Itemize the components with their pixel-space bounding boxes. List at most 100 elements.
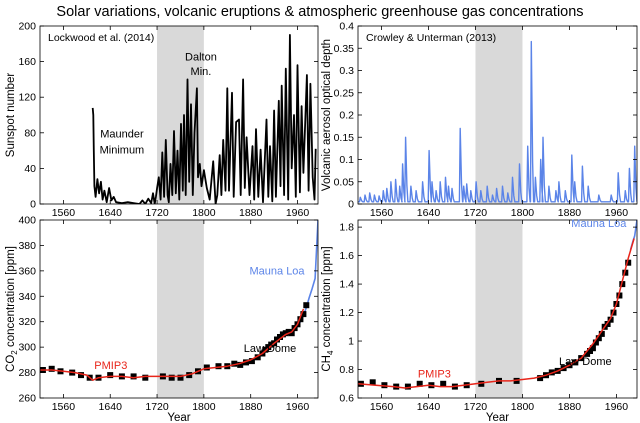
co2-ylabel-sub: 2 [10,350,19,355]
co2-law-dome-marker [130,373,137,380]
ch4-law-dome-marker [604,321,611,327]
sunspots-note: Min. [191,66,212,78]
co2-panel: 1560 1640 1720 1800 1880 1960 260 280 300 320 340 3… [5,215,319,423]
ch4-law-dome-marker [622,269,629,276]
sunspots-ylabel: Sunspot number [5,73,17,158]
co2-ytick-label: 340 [18,291,36,303]
ch4-law-dome-marker [369,379,376,386]
aerosols-ytick-label: 0.2 [339,110,354,122]
co2-law-dome-marker [231,360,238,367]
ch4-xtick-label: 1800 [511,401,535,413]
ch4-ytick-label: 1.8 [339,222,354,234]
co2-series-label: Mauna Loa [250,266,306,278]
co2-xtick-label: 1560 [52,401,76,413]
co2-law-dome-marker [48,365,55,372]
ch4-ylabel-rest: concentration [ppm] [321,246,333,350]
co2-ytick-label: 360 [18,265,36,277]
sunspots-xtick-label: 1560 [52,207,76,219]
ch4-law-dome-marker [440,380,447,387]
aerosols-ytick-label: 0.3 [339,65,354,77]
co2-xtick-label: 1720 [145,401,169,413]
ch4-law-dome-marker [416,380,423,387]
ch4-law-dome-marker [616,292,623,299]
ch4-series-label: PMIP3 [418,368,451,380]
sunspots-note: Maunder [100,128,144,140]
ch4-ytick-label: 0.6 [339,393,354,405]
co2-law-dome-marker [215,363,222,370]
co2-axes-frame [39,219,319,399]
co2-ylabel-rest: concentration [ppm] [5,246,17,350]
ch4-ytick-label: 1.4 [339,279,354,291]
co2-plot-area [40,220,318,381]
ch4-ytick-label: 1 [348,336,354,348]
co2-ylabel-main: CO [5,355,17,372]
co2-law-dome-marker [107,372,114,379]
ch4-ylabel-main: CH [321,355,333,372]
co2-ylabel: CO2 concentration [ppm] [5,246,19,372]
ch4-xtick-label: 1880 [558,401,582,413]
co2-law-dome-marker [78,372,84,379]
aerosols-xtick-label: 1800 [511,207,535,219]
aerosols-xtick-label: 1880 [558,207,582,219]
co2-series-label: Law Dome [244,343,297,355]
aerosols-ytick-label: 0.15 [334,132,355,144]
aerosols-plot-area [358,40,637,203]
sunspots-note: Dalton [185,52,217,64]
aerosols-xtick-label: 1720 [464,207,488,219]
co2-xtick-label: 1960 [286,401,310,413]
co2-law-dome-marker [168,374,175,381]
ch4-law-dome-marker [595,335,602,342]
sunspots-note: Minimum [100,144,145,156]
sunspots-axes-frame [39,25,319,205]
panels: 1560 1640 1720 1800 1880 196004080120160200Su… [5,21,638,423]
co2-law-dome-marker [177,374,184,381]
ch4-ytick-label: 1.2 [339,307,354,319]
sunspots-xtick-label: 1800 [192,207,216,219]
aerosols-panel: 1560 1640 1720 1800 1880 1960 0 0.05 0.1 0.15 0.2 0… [321,21,638,219]
co2-xtick-label: 1640 [99,401,123,413]
co2-xtick-label: 1880 [239,401,263,413]
aerosols-shaded-period [475,26,523,204]
ch4-law-dome-marker [625,259,632,266]
ch4-panel: 1560 1640 1720 1800 1880 1960 0.6 0.8 1 1.2 1.4 1.6… [321,218,638,423]
ch4-ytick-label: 1.6 [339,250,354,262]
ch4-xtick-label: 1560 [370,401,394,413]
sunspot-line [91,34,317,204]
co2-law-dome-marker [300,311,307,318]
sunspots-xtick-label: 1960 [286,207,310,219]
figure-title: Solar variations, volcanic eruptions & a… [56,4,583,20]
sunspots-xtick-label: 1720 [145,207,169,219]
co2-ytick-label: 400 [18,215,36,227]
aerosols-xtick-label: 1640 [417,207,441,219]
co2-ytick-label: 380 [18,240,36,252]
ch4-law-dome-marker [598,330,605,337]
sunspots-xtick-label: 1640 [99,207,123,219]
aerosols-ytick-label: 0.4 [339,21,354,33]
aerosols-xtick-label: 1960 [605,207,629,219]
co2-law-dome-marker [203,364,210,371]
ch4-pmip3-line [358,238,635,389]
co2-series-label: PMIP3 [94,360,127,372]
sunspots-source-annotation: Lockwood et al. (2014) [48,32,154,44]
co2-pmip3-line [40,308,305,381]
aerosols-ytick-label: 0 [348,199,354,211]
ch4-ylabel: CH4 concentration [ppm] [321,246,335,371]
co2-law-dome-marker [303,302,310,309]
aerosols-ytick-label: 0.35 [334,43,355,55]
aerosols-ytick-label: 0.25 [334,87,355,99]
ch4-series-label: Law Dome [559,356,612,368]
ch4-law-dome-marker [607,316,614,323]
sunspots-ytick-label: 80 [24,127,36,139]
sunspots-panel: 1560 1640 1720 1800 1880 1960 0 40 80 120 160 200 Su… [5,21,319,219]
co2-ytick-label: 260 [18,393,36,405]
ch4-xtick-label: 1720 [464,401,488,413]
ch4-law-dome-marker [592,339,599,346]
ch4-axes-frame [357,219,638,399]
co2-xlabel: Year [167,412,190,423]
co2-ytick-label: 320 [18,316,36,328]
ch4-ylabel-sub: 4 [326,350,335,355]
co2-law-dome-marker [288,330,295,337]
aerosols-source-annotation: Crowley & Unterman (2013) [366,32,496,44]
ch4-plot-area [358,220,637,390]
